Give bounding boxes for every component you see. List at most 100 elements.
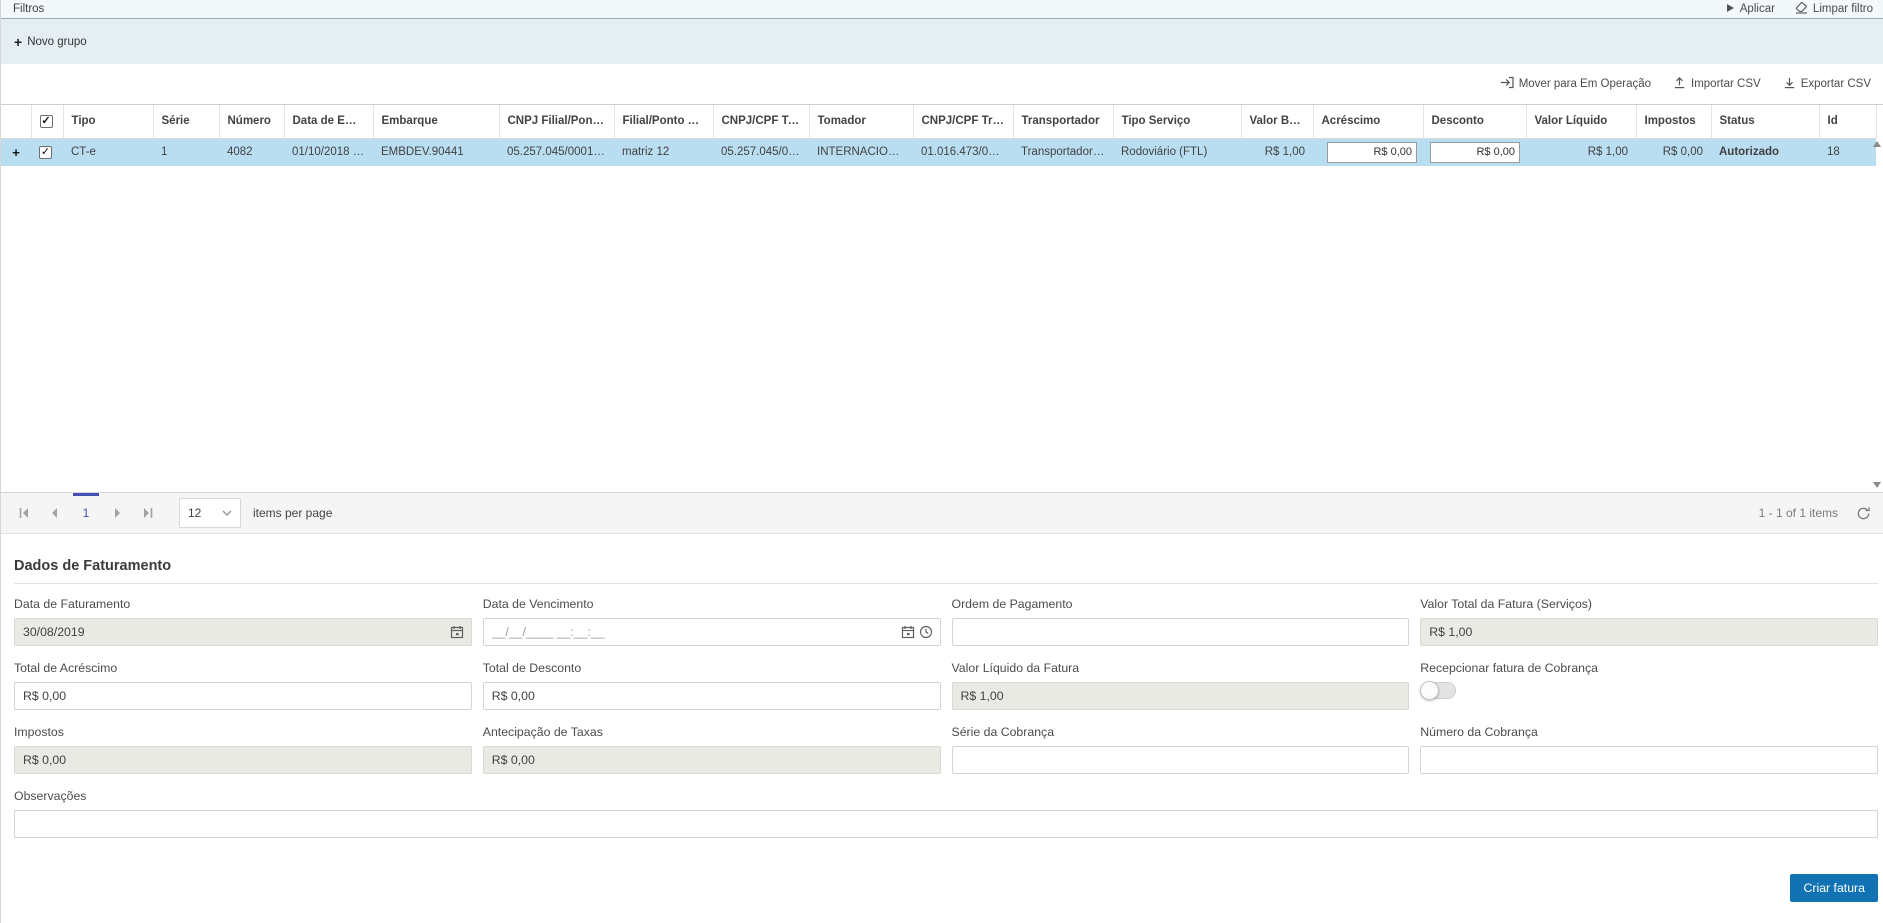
column-header-cnpj-transp[interactable]: CNPJ/CPF Transp... xyxy=(913,105,1014,139)
page-number-button[interactable]: 1 xyxy=(69,492,103,534)
valor-total-input xyxy=(1420,618,1878,646)
column-header-tipo[interactable]: Tipo xyxy=(63,105,154,139)
cell-numero: 4082 xyxy=(219,138,284,166)
new-group-button[interactable]: + Novo grupo xyxy=(14,35,87,49)
next-page-icon xyxy=(115,508,120,518)
column-header-tipo-servico[interactable]: Tipo Serviço xyxy=(1113,105,1242,139)
cell-data-emissao: 01/10/2018 11:07 xyxy=(284,138,373,166)
data-vencimento-label: Data de Vencimento xyxy=(482,597,594,611)
results-grid: ✓ Tipo Série Número Data de Emiss... Emb… xyxy=(1,104,1883,493)
ordem-pagamento-input[interactable] xyxy=(951,618,1410,646)
total-acrescimo-input[interactable] xyxy=(14,682,472,710)
recepcionar-toggle[interactable] xyxy=(1420,681,1457,700)
page-size-value: 12 xyxy=(188,506,202,520)
select-all-header[interactable]: ✓ xyxy=(31,105,64,139)
cell-cnpj-transp: 01.016.473/0001-40 xyxy=(913,138,1013,166)
import-csv-label: Importar CSV xyxy=(1691,78,1761,90)
acrescimo-input[interactable] xyxy=(1327,141,1417,163)
column-header-cnpj-filial[interactable]: CNPJ Filial/Ponto de ... xyxy=(499,105,615,139)
play-icon xyxy=(1725,3,1735,16)
cell-valor-liquido: R$ 1,00 xyxy=(1526,138,1636,166)
next-page-button[interactable] xyxy=(103,498,133,528)
move-to-operation-button[interactable]: Mover para Em Operação xyxy=(1500,76,1651,92)
expand-row-button[interactable]: + xyxy=(12,144,20,160)
check-icon: ✓ xyxy=(40,145,51,158)
column-header-data-emissao[interactable]: Data de Emiss... xyxy=(284,105,374,139)
clock-icon[interactable] xyxy=(919,625,933,639)
impostos-label: Impostos xyxy=(14,725,64,739)
filter-group-band: + Novo grupo xyxy=(1,19,1883,64)
cell-status: Autorizado xyxy=(1711,138,1819,166)
field-ordem-pagamento: Ordem de Pagamento xyxy=(951,597,1410,646)
column-header-serie[interactable]: Série xyxy=(153,105,220,139)
cell-impostos: R$ 0,00 xyxy=(1636,138,1711,166)
previous-page-button[interactable] xyxy=(39,498,69,528)
column-header-tomador[interactable]: Tomador xyxy=(809,105,914,139)
row-checkbox[interactable]: ✓ xyxy=(39,145,52,159)
filters-actions: Aplicar Limpar filtro xyxy=(1725,1,1873,17)
apply-filter-label: Aplicar xyxy=(1739,3,1775,15)
observacoes-label: Observações xyxy=(14,789,87,803)
last-page-button[interactable] xyxy=(133,498,163,528)
impostos-input xyxy=(14,746,472,774)
antecipacao-input xyxy=(482,746,941,774)
export-csv-button[interactable]: Exportar CSV xyxy=(1783,76,1871,92)
plus-icon: + xyxy=(14,33,23,50)
items-per-page-label: items per page xyxy=(253,506,333,520)
calendar-icon[interactable] xyxy=(450,625,464,639)
desconto-input[interactable] xyxy=(1430,141,1520,163)
column-header-numero[interactable]: Número xyxy=(219,105,285,139)
valor-liquido-label: Valor Líquido da Fatura xyxy=(951,661,1080,675)
refresh-button[interactable] xyxy=(1856,506,1871,521)
field-valor-liquido: Valor Líquido da Fatura xyxy=(951,661,1410,710)
numero-cobranca-label: Número da Cobrança xyxy=(1420,725,1538,739)
scroll-up-arrow-icon[interactable] xyxy=(1873,141,1881,147)
serie-cobranca-label: Série da Cobrança xyxy=(951,725,1055,739)
cell-tomador: INTERNACIONAL E ... xyxy=(809,138,913,166)
observacoes-input[interactable] xyxy=(14,810,1878,838)
grid-vertical-scrollbar[interactable] xyxy=(1872,139,1882,490)
apply-filter-button[interactable]: Aplicar xyxy=(1725,2,1775,17)
select-all-checkbox[interactable]: ✓ xyxy=(39,114,53,128)
numero-cobranca-input[interactable] xyxy=(1420,746,1878,774)
column-header-id[interactable]: Id xyxy=(1819,105,1877,139)
column-header-filial[interactable]: Filial/Ponto de O... xyxy=(614,105,714,139)
column-header-status[interactable]: Status xyxy=(1711,105,1820,139)
new-group-label: Novo grupo xyxy=(27,35,87,48)
column-header-transportador[interactable]: Transportador xyxy=(1013,105,1114,139)
column-header-acrescimo[interactable]: Acréscimo xyxy=(1313,105,1424,139)
first-page-button[interactable] xyxy=(9,498,39,528)
pager: 1 12 items per page 1 - 1 of 1 items xyxy=(1,492,1883,534)
billing-form: Data de Faturamento Data de Vencimento xyxy=(14,597,1878,838)
previous-page-icon xyxy=(52,508,57,518)
data-faturamento-input[interactable] xyxy=(14,618,472,646)
column-header-cnpj-tomador[interactable]: CNPJ/CPF Tomador xyxy=(713,105,810,139)
cell-id: 18 xyxy=(1819,138,1876,166)
cell-valor-bruto: R$ 1,00 xyxy=(1241,138,1313,166)
clear-filter-label: Limpar filtro xyxy=(1812,3,1873,15)
data-vencimento-input[interactable] xyxy=(482,618,941,646)
field-total-acrescimo: Total de Acréscimo xyxy=(14,661,472,710)
field-recepcionar: Recepcionar fatura de Cobrança xyxy=(1420,661,1878,710)
import-csv-button[interactable]: Importar CSV xyxy=(1673,76,1761,92)
column-header-valor-bruto[interactable]: Valor Bruto xyxy=(1241,105,1314,139)
column-header-impostos[interactable]: Impostos xyxy=(1636,105,1712,139)
move-to-operation-label: Mover para Em Operação xyxy=(1518,78,1652,90)
last-page-icon xyxy=(144,508,153,518)
grid-toolbar: Mover para Em Operação Importar CSV Expo… xyxy=(1,64,1883,104)
column-header-desconto[interactable]: Desconto xyxy=(1423,105,1527,139)
scroll-down-arrow-icon[interactable] xyxy=(1873,482,1881,488)
serie-cobranca-input[interactable] xyxy=(951,746,1410,774)
column-header-valor-liquido[interactable]: Valor Líquido xyxy=(1526,105,1637,139)
clear-filter-button[interactable]: Limpar filtro xyxy=(1795,1,1873,17)
expand-column-header xyxy=(1,105,32,139)
page-size-select[interactable]: 12 xyxy=(179,498,241,528)
table-row[interactable]: + ✓ CT-e 1 4082 01/10/2018 11:07 EMBDEV.… xyxy=(1,138,1876,166)
column-header-embarque[interactable]: Embarque xyxy=(373,105,500,139)
calendar-icon[interactable] xyxy=(901,625,915,639)
create-invoice-button[interactable]: Criar fatura xyxy=(1790,874,1878,902)
field-impostos: Impostos xyxy=(14,725,472,774)
total-desconto-input[interactable] xyxy=(482,682,941,710)
cell-cnpj-filial: 05.257.045/0001-60 xyxy=(499,138,614,166)
